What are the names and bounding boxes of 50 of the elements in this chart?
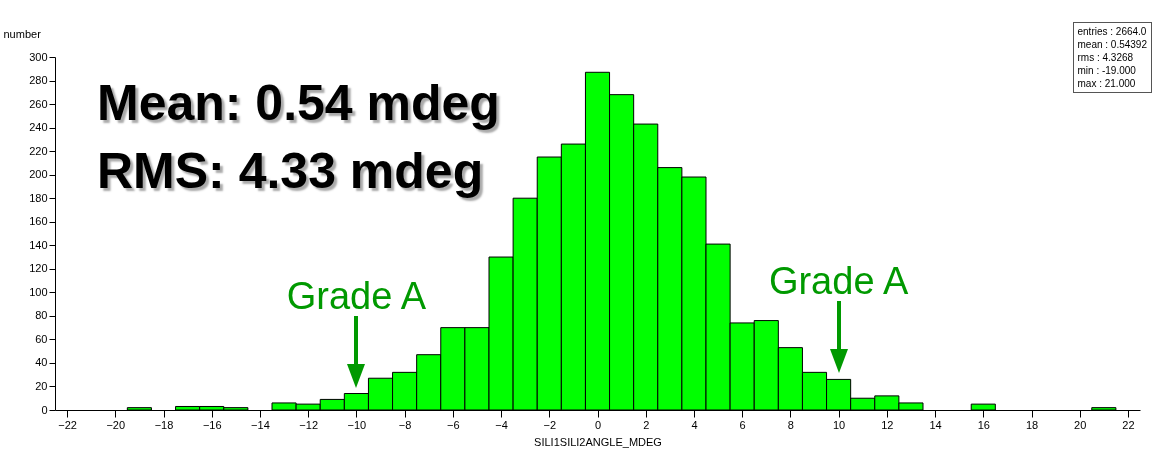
annotation: RMS: 4.33 mdeg [97,143,484,199]
x-tick-label: −16 [202,418,222,431]
x-tick-label: −14 [251,418,270,431]
x-tick-label: −20 [106,418,126,431]
x-tick-label: 4 [691,418,698,431]
x-tick-label: −10 [347,418,367,431]
y-tick-label: 220 [29,144,48,157]
x-tick-label: 2 [643,418,650,431]
annotation: min : -19.000 [1077,64,1137,77]
annotation: Grade A [768,260,909,303]
x-tick-label: 18 [1025,418,1039,431]
y-tick-label: 160 [29,215,48,228]
y-tick-label: 100 [29,285,48,298]
x-axis-title: SILI1SILI2ANGLE_MDEG [534,435,662,448]
x-tick-label: −22 [58,418,77,431]
annotation: max : 21.000 [1077,77,1137,90]
y-tick-label: 300 [29,50,48,63]
annotation: Mean: 0.54 mdeg [97,75,500,131]
y-tick-label: 240 [29,121,48,134]
x-tick-label: 0 [594,418,602,431]
x-tick-label: −8 [398,418,412,431]
x-tick-label: 6 [739,418,746,431]
x-tick-label: −2 [543,418,557,431]
text: mean : 0.54392 [1077,38,1147,51]
y-tick-label: 120 [29,262,48,275]
x-tick-label: −6 [447,418,460,431]
y-tick-label: 260 [29,97,48,110]
y-tick-label: 200 [29,168,48,181]
y-tick-label: 40 [35,356,48,369]
x-tick-label: 20 [1074,418,1087,431]
y-tick-label: 280 [29,74,48,87]
x-tick-label: 8 [787,418,794,431]
x-tick-label: 10 [832,418,846,431]
y-tick-label: 80 [35,309,48,322]
text: entries : 2664.0 [1077,25,1147,38]
annotation: Grade A [286,274,427,317]
y-tick-label: 180 [29,191,48,204]
x-tick-label: 12 [881,418,894,431]
y-tick-label: 0 [41,403,48,416]
x-tick-label: −12 [299,418,318,431]
x-tick-label: 22 [1122,418,1135,431]
y-axis-title: number [3,27,42,40]
x-tick-label: 14 [929,418,942,431]
x-tick-label: −4 [495,418,508,431]
x-tick-label: −18 [154,418,174,431]
x-tick-label: 16 [977,418,990,431]
annotation: rms : 4.3268 [1077,51,1135,64]
y-tick-label: 60 [35,332,48,345]
y-tick-label: 20 [35,379,48,392]
y-tick-label: 140 [29,238,48,251]
